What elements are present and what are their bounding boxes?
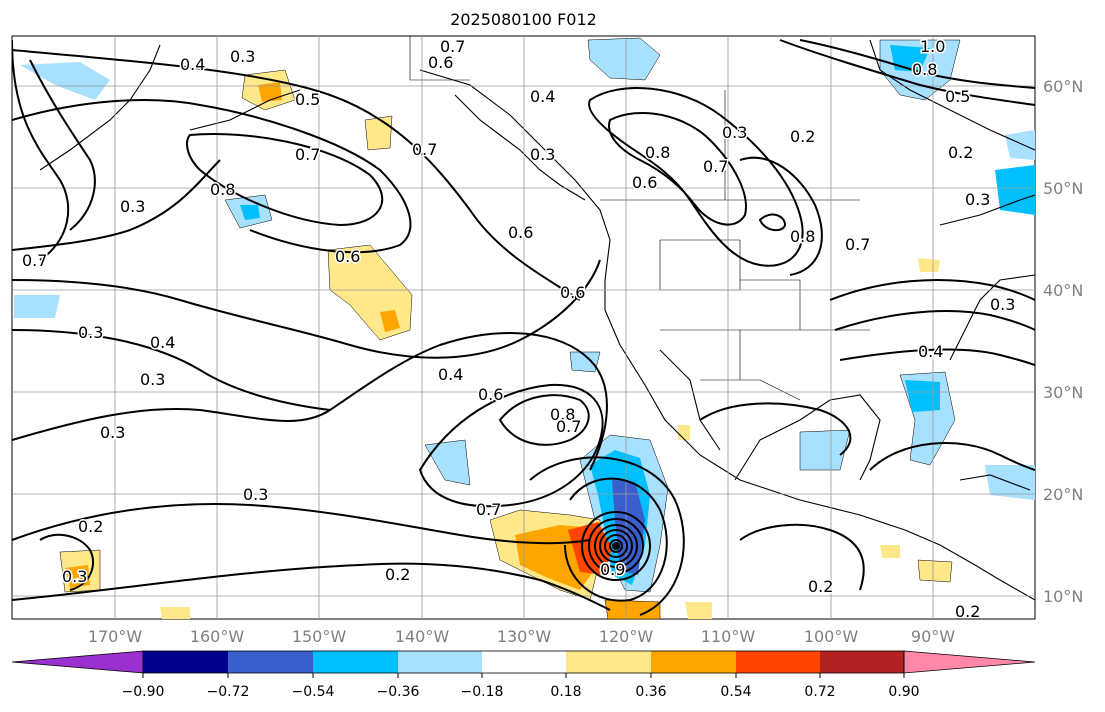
longitude-ticks: 170°W 160°W 150°W 140°W 130°W 120°W 110°… <box>88 627 955 646</box>
lon-tick-label: 100°W <box>804 627 859 646</box>
contour-label: 0.3 <box>990 295 1015 314</box>
lon-tick-label: 160°W <box>190 627 245 646</box>
contour-label: 0.3 <box>78 323 103 342</box>
contour-label: 0.6 <box>335 247 360 266</box>
contour-label: 0.4 <box>918 342 943 361</box>
contour-label: 0.4 <box>180 55 205 74</box>
colorbar-swatch <box>228 651 313 673</box>
contour-label: 0.2 <box>790 127 815 146</box>
lat-tick-label: 10°N <box>1043 587 1083 606</box>
contour-label: 0.7 <box>295 145 320 164</box>
contour-label: 0.2 <box>808 577 833 596</box>
colorbar-swatch <box>820 651 904 673</box>
contour-label: 0.6 <box>428 53 453 72</box>
colorbar-tick-label: −0.72 <box>207 684 250 700</box>
contour-lines <box>12 39 1035 616</box>
lat-tick-label: 30°N <box>1043 383 1083 402</box>
contour-label: 0.8 <box>912 60 937 79</box>
colorbar-tick-label: −0.18 <box>461 684 504 700</box>
colorbar-tick-label: 0.90 <box>888 684 919 700</box>
colorbar: −0.90 −0.72 −0.54 −0.36 −0.18 0.18 0.36 … <box>11 650 1036 700</box>
colorbar-tick-label: 0.72 <box>804 684 835 700</box>
contour-label: 0.7 <box>440 37 465 56</box>
map-title: 2025080100 F012 <box>450 10 597 29</box>
colorbar-tick-label: 0.54 <box>720 684 751 700</box>
contour-label: 0.7 <box>845 235 870 254</box>
lon-tick-label: 130°W <box>497 627 552 646</box>
contour-label: 0.6 <box>508 223 533 242</box>
lon-tick-label: 110°W <box>701 627 756 646</box>
contour-label: 0.8 <box>550 405 575 424</box>
colorbar-outline <box>142 650 905 674</box>
colorbar-swatch <box>398 651 482 673</box>
contour-label: 0.8 <box>210 180 235 199</box>
colorbar-swatch <box>566 651 651 673</box>
contour-label: 0.6 <box>478 385 503 404</box>
contour-label: 0.3 <box>243 485 268 504</box>
contour-label: 0.3 <box>230 47 255 66</box>
colorbar-swatch <box>651 651 736 673</box>
contour-label: 0.4 <box>438 365 463 384</box>
political-borders <box>409 36 870 401</box>
lon-tick-label: 170°W <box>88 627 143 646</box>
contour-label: 0.8 <box>790 227 815 246</box>
contour-label: 0.2 <box>78 517 103 536</box>
lat-tick-label: 60°N <box>1043 77 1083 96</box>
contour-label: 0.3 <box>100 423 125 442</box>
lat-tick-label: 50°N <box>1043 179 1083 198</box>
contour-label: 0.8 <box>645 143 670 162</box>
lon-tick-label: 150°W <box>292 627 347 646</box>
lat-tick-label: 20°N <box>1043 485 1083 504</box>
lon-tick-label: 140°W <box>395 627 450 646</box>
colorbar-swatch <box>736 651 820 673</box>
colorbar-tick-label: −0.90 <box>122 684 165 700</box>
contour-label: 0.2 <box>948 143 973 162</box>
contour-label: 0.3 <box>62 567 87 586</box>
contour-label: 0.4 <box>150 333 175 352</box>
contour-label: 0.3 <box>120 197 145 216</box>
colorbar-tick-label: 0.36 <box>635 684 666 700</box>
colorbar-swatch <box>143 651 228 673</box>
contour-label: 0.7 <box>22 251 47 270</box>
colorbar-swatch <box>482 651 566 673</box>
lat-tick-label: 40°N <box>1043 281 1083 300</box>
lon-tick-label: 90°W <box>911 627 955 646</box>
colorbar-tick-label: −0.54 <box>292 684 335 700</box>
colorbar-swatch <box>11 650 144 674</box>
colorbar-swatch <box>313 651 398 673</box>
contour-label: 0.2 <box>955 602 980 621</box>
contour-label: 0.3 <box>965 190 990 209</box>
contour-label: 1.0 <box>920 37 945 56</box>
latitude-ticks: 60°N 50°N 40°N 30°N 20°N 10°N <box>1043 77 1083 606</box>
map-content: 0.3 0.4 0.5 0.7 0.6 0.4 0.7 0.7 0.3 0.8 … <box>12 36 1035 621</box>
contour-label: 0.3 <box>530 145 555 164</box>
contour-label: 0.6 <box>560 283 585 302</box>
contour-label: 0.3 <box>140 370 165 389</box>
coastlines <box>39 39 1035 601</box>
contour-label: 0.5 <box>295 90 320 109</box>
contour-label: 0.3 <box>722 123 747 142</box>
contour-label: 0.7 <box>556 417 581 436</box>
lon-tick-label: 120°W <box>599 627 654 646</box>
contour-label: 0.4 <box>530 87 555 106</box>
contour-label: 0.2 <box>385 565 410 584</box>
colorbar-tick-label: −0.36 <box>377 684 420 700</box>
contour-label: 0.6 <box>632 173 657 192</box>
contour-label: 0.7 <box>703 157 728 176</box>
contour-label: 0.7 <box>412 140 437 159</box>
contour-label: 0.5 <box>945 87 970 106</box>
contour-label: 0.7 <box>476 500 501 519</box>
graticule <box>12 36 1035 619</box>
contour-labels: 0.3 0.4 0.5 0.7 0.6 0.4 0.7 0.7 0.3 0.8 … <box>21 36 1017 621</box>
contour-label: 0.9 <box>600 560 625 579</box>
colorbar-tick-label: 0.18 <box>550 684 581 700</box>
colorbar-swatch <box>903 650 1036 674</box>
